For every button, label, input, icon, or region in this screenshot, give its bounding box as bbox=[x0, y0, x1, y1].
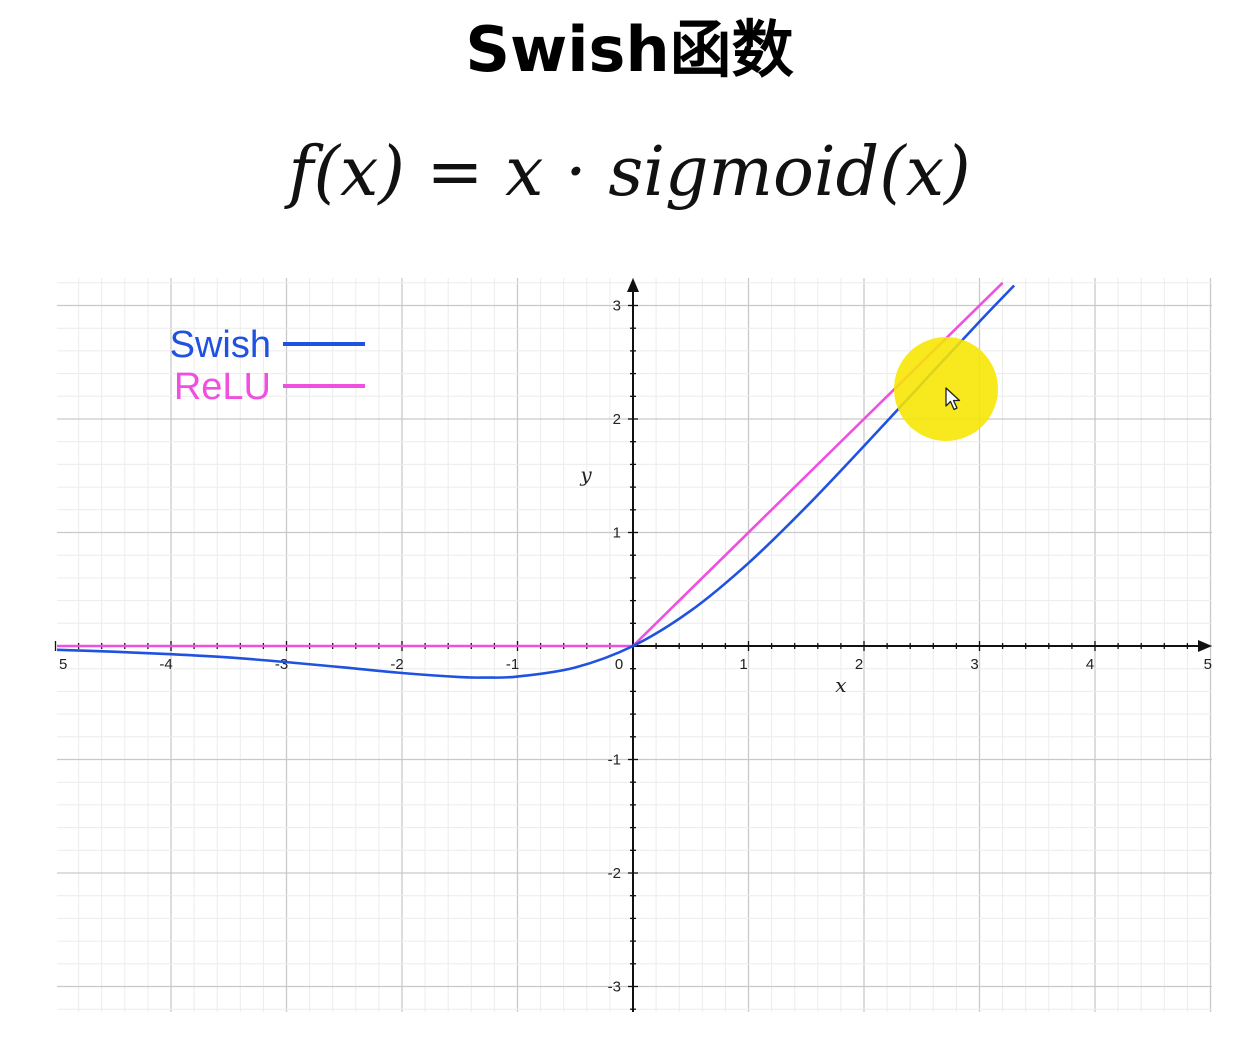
x-tick-label: -1 bbox=[506, 656, 519, 673]
x-tick-label: -3 bbox=[275, 656, 288, 673]
x-axis-title: x bbox=[835, 673, 846, 697]
y-tick-label: 1 bbox=[613, 525, 621, 542]
y-tick-label: -2 bbox=[608, 865, 621, 882]
y-axis-title: y bbox=[579, 462, 592, 486]
legend-label-swish: Swish bbox=[170, 324, 271, 366]
x-tick-label: 5 bbox=[1204, 656, 1212, 673]
x-tick-label: 1 bbox=[739, 656, 747, 673]
x-tick-label: 3 bbox=[970, 656, 978, 673]
mouse-pointer-icon bbox=[945, 387, 961, 411]
cursor-highlight bbox=[894, 337, 998, 441]
y-tick-label: -1 bbox=[608, 752, 621, 769]
legend-label-relu: ReLU bbox=[174, 366, 271, 408]
page-title: Swish函数 bbox=[465, 13, 794, 86]
series bbox=[57, 281, 1016, 679]
x-tick-label: -4 bbox=[159, 656, 172, 673]
formula: f(x) = x · sigmoid(x) bbox=[288, 133, 971, 212]
x-axis-arrow-icon bbox=[1198, 640, 1212, 652]
series-line-swish bbox=[57, 284, 1016, 679]
x-tick-label: -2 bbox=[390, 656, 403, 673]
x-tick-label: 0 bbox=[615, 656, 623, 673]
y-axis-arrow-icon bbox=[627, 278, 639, 292]
y-tick-label: 2 bbox=[613, 411, 621, 428]
x-tick-label: 4 bbox=[1086, 656, 1094, 673]
x-tick-label: 2 bbox=[855, 656, 863, 673]
y-tick-label: 3 bbox=[613, 298, 621, 315]
y-tick-label: -3 bbox=[608, 979, 621, 996]
x-tick-label: 5 bbox=[59, 656, 67, 673]
